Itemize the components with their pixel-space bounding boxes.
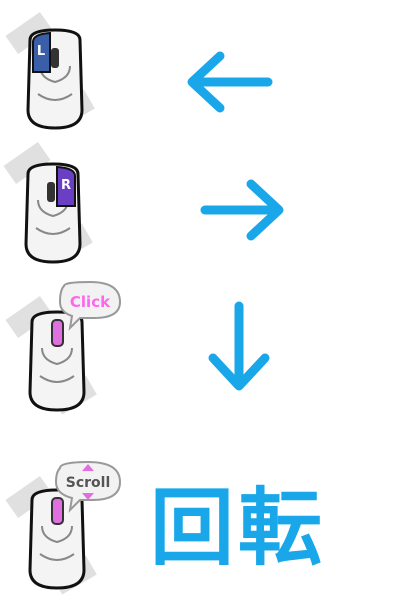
mouse-right-click-icon: R: [3, 141, 93, 264]
scroll-bubble-label: Scroll: [66, 475, 111, 491]
arrow-right-icon: [200, 179, 284, 241]
arrow-left-icon: [187, 51, 273, 113]
row-right-click: R: [0, 140, 400, 270]
row-left-click: L: [0, 10, 400, 140]
right-button-label: R: [61, 178, 71, 193]
scroll-down-icon: [82, 493, 94, 500]
arrow-down-icon: [208, 301, 270, 391]
mouse-wheel-scroll-icon: Scroll: [5, 460, 122, 595]
left-button-label: L: [37, 44, 45, 59]
mouse-wheel-click-icon: Click: [5, 280, 122, 415]
click-bubble-label: Click: [70, 293, 111, 311]
row-wheel-scroll: Scroll 回転: [0, 458, 400, 600]
rotate-caption: 回転: [150, 479, 327, 577]
mouse-left-click-icon: L: [5, 11, 95, 130]
row-wheel-click: Click: [0, 280, 400, 420]
scroll-up-icon: [82, 464, 94, 471]
